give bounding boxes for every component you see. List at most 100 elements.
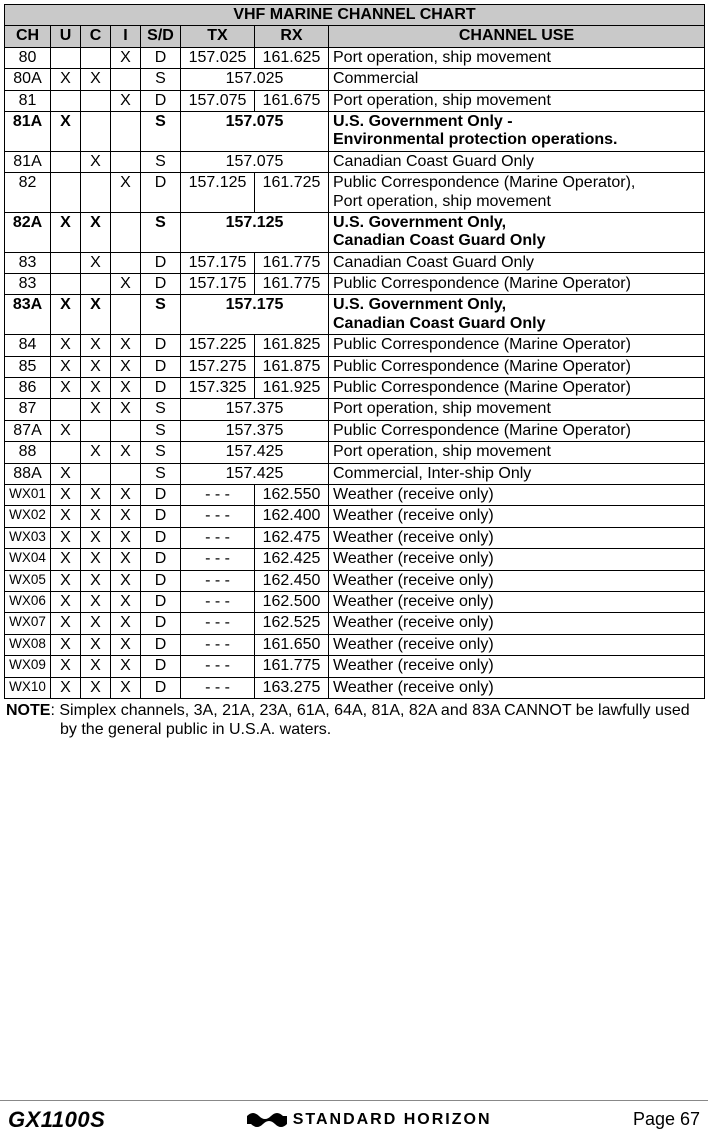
cell-use: U.S. Government Only,Canadian Coast Guar… — [329, 295, 705, 335]
cell-u — [51, 399, 81, 420]
table-row: 87XXS157.375Port operation, ship movemen… — [5, 399, 705, 420]
cell-tx: - - - — [181, 591, 255, 612]
cell-sd: D — [141, 252, 181, 273]
cell-sd: D — [141, 484, 181, 505]
cell-i: X — [111, 506, 141, 527]
cell-ch: 85 — [5, 356, 51, 377]
cell-u: X — [51, 527, 81, 548]
cell-rx: 162.550 — [255, 484, 329, 505]
cell-i: X — [111, 274, 141, 295]
cell-tx: - - - — [181, 549, 255, 570]
cell-sd: S — [141, 295, 181, 335]
cell-u: X — [51, 613, 81, 634]
cell-c: X — [81, 591, 111, 612]
cell-rx: 161.775 — [255, 656, 329, 677]
cell-u — [51, 47, 81, 68]
table-row: WX01XXXD- - -162.550Weather (receive onl… — [5, 484, 705, 505]
cell-sd: S — [141, 69, 181, 90]
model-number: GX1100S — [8, 1107, 105, 1133]
cell-sd: D — [141, 591, 181, 612]
cell-tx: 157.225 — [181, 335, 255, 356]
cell-i: X — [111, 634, 141, 655]
footer: GX1100S STANDARD HORIZON Page 67 — [0, 1100, 708, 1138]
title-row: VHF MARINE CHANNEL CHART — [5, 5, 705, 26]
cell-use: Public Correspondence (Marine Operator) — [329, 335, 705, 356]
cell-c: X — [81, 399, 111, 420]
cell-sd: D — [141, 613, 181, 634]
cell-i: X — [111, 484, 141, 505]
cell-sd: S — [141, 151, 181, 172]
cell-tx: - - - — [181, 570, 255, 591]
table-row: 86XXXD157.325161.925Public Correspondenc… — [5, 378, 705, 399]
cell-u — [51, 173, 81, 213]
cell-i — [111, 420, 141, 441]
cell-sd: D — [141, 274, 181, 295]
cell-c: X — [81, 252, 111, 273]
cell-c: X — [81, 442, 111, 463]
table-row: 83XD157.175161.775Public Correspondence … — [5, 274, 705, 295]
cell-sd: D — [141, 656, 181, 677]
cell-c: X — [81, 69, 111, 90]
table-row: 82XD157.125161.725Public Correspondence … — [5, 173, 705, 213]
cell-txrx: 157.375 — [181, 420, 329, 441]
cell-u — [51, 151, 81, 172]
cell-use: Public Correspondence (Marine Operator) — [329, 274, 705, 295]
cell-use: Public Correspondence (Marine Operator) — [329, 378, 705, 399]
cell-u: X — [51, 212, 81, 252]
cell-txrx: 157.125 — [181, 212, 329, 252]
cell-rx: 161.675 — [255, 90, 329, 111]
cell-ch: 88A — [5, 463, 51, 484]
cell-rx: 162.425 — [255, 549, 329, 570]
cell-i — [111, 151, 141, 172]
table-row: WX03XXXD- - -162.475Weather (receive onl… — [5, 527, 705, 548]
cell-ch: WX03 — [5, 527, 51, 548]
cell-i: X — [111, 399, 141, 420]
cell-sd: D — [141, 506, 181, 527]
cell-sd: S — [141, 442, 181, 463]
cell-use: Canadian Coast Guard Only — [329, 252, 705, 273]
table-row: WX05XXXD- - -162.450Weather (receive onl… — [5, 570, 705, 591]
cell-ch: 87 — [5, 399, 51, 420]
cell-c — [81, 47, 111, 68]
note: NOTE: Simplex channels, 3A, 21A, 23A, 61… — [6, 701, 702, 739]
table-row: WX02XXXD- - -162.400Weather (receive onl… — [5, 506, 705, 527]
table-row: 83XD157.175161.775Canadian Coast Guard O… — [5, 252, 705, 273]
cell-c: X — [81, 677, 111, 698]
column-header: RX — [255, 26, 329, 47]
table-row: 83AXXS157.175U.S. Government Only,Canadi… — [5, 295, 705, 335]
cell-use: Port operation, ship movement — [329, 47, 705, 68]
cell-use: Port operation, ship movement — [329, 442, 705, 463]
column-header: CH — [5, 26, 51, 47]
cell-use: Canadian Coast Guard Only — [329, 151, 705, 172]
cell-i: X — [111, 90, 141, 111]
cell-u: X — [51, 420, 81, 441]
cell-c: X — [81, 484, 111, 505]
table-row: WX09XXXD- - -161.775Weather (receive onl… — [5, 656, 705, 677]
cell-i: X — [111, 549, 141, 570]
page: VHF MARINE CHANNEL CHART CHUCIS/DTXRXCHA… — [0, 0, 708, 1138]
cell-u: X — [51, 506, 81, 527]
cell-c — [81, 420, 111, 441]
cell-use: Public Correspondence (Marine Operator),… — [329, 173, 705, 213]
cell-sd: D — [141, 527, 181, 548]
cell-ch: 80 — [5, 47, 51, 68]
cell-i: X — [111, 378, 141, 399]
cell-i — [111, 111, 141, 151]
cell-use: Port operation, ship movement — [329, 90, 705, 111]
cell-tx: 157.175 — [181, 252, 255, 273]
cell-c: X — [81, 212, 111, 252]
cell-u: X — [51, 295, 81, 335]
cell-i: X — [111, 591, 141, 612]
note-text-1: : Simplex channels, 3A, 21A, 23A, 61A, 6… — [50, 702, 689, 719]
cell-i — [111, 69, 141, 90]
cell-use: Weather (receive only) — [329, 591, 705, 612]
cell-tx: 157.175 — [181, 274, 255, 295]
cell-c: X — [81, 570, 111, 591]
cell-rx: 161.925 — [255, 378, 329, 399]
cell-rx: 161.775 — [255, 252, 329, 273]
cell-rx: 163.275 — [255, 677, 329, 698]
cell-i: X — [111, 527, 141, 548]
cell-u: X — [51, 634, 81, 655]
cell-u: X — [51, 484, 81, 505]
page-number: Page 67 — [633, 1109, 700, 1130]
